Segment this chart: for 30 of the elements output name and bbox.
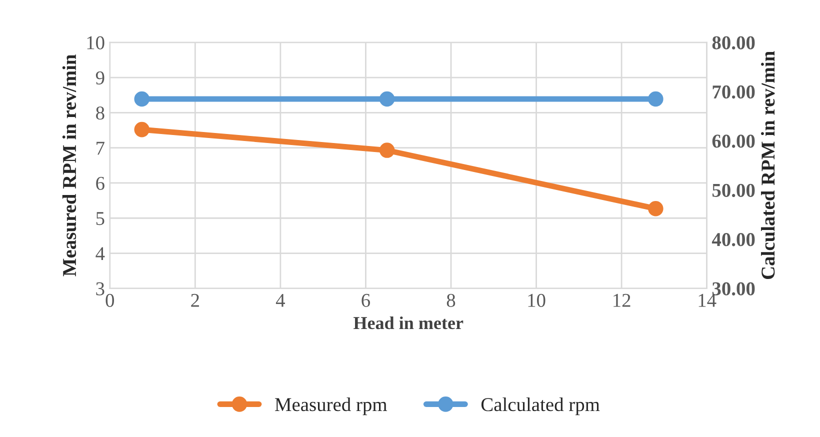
point (648, 200, 664, 216)
y2-tick-label: 60.00 (712, 134, 755, 148)
legend-label: Calculated rpm (481, 397, 600, 416)
y2-tick-label: 70.00 (712, 85, 755, 99)
x-tick-label: 10 (528, 294, 546, 307)
y-tick-label: 4 (96, 247, 105, 260)
x-tick-label: 14 (698, 294, 716, 307)
y-tick-label: 7 (96, 142, 104, 155)
point (134, 122, 150, 138)
legend-label: Measured rpm (275, 397, 388, 416)
y-axis-title: Measured RPM in rev/min (62, 54, 76, 276)
y-tick-label: 8 (96, 106, 104, 120)
y-tick-label: 3 (96, 282, 104, 296)
y2-tick-label: 40.00 (712, 233, 755, 246)
y-tick-label: 6 (96, 176, 104, 190)
y2-tick-label: 30.00 (712, 282, 755, 296)
x-tick-label: 12 (614, 294, 630, 307)
y-tick-label: 9 (96, 71, 104, 84)
y-tick-label: 5 (96, 212, 104, 226)
x-tick-label: 8 (446, 294, 456, 307)
y-tick-label: 10 (87, 36, 104, 50)
point (379, 142, 395, 158)
x-tick-label: 0 (106, 294, 114, 307)
y2-tick-label: 50.00 (712, 184, 755, 198)
x-tick-label: 6 (362, 294, 370, 307)
y2-tick-label: 80.00 (712, 36, 755, 50)
y2-axis-title: Calculated RPM in rev/min (761, 51, 775, 280)
x-tick-label: 2 (191, 294, 199, 307)
x-axis-title: Head in meter (354, 316, 464, 330)
x-tick-label: 4 (276, 294, 285, 307)
